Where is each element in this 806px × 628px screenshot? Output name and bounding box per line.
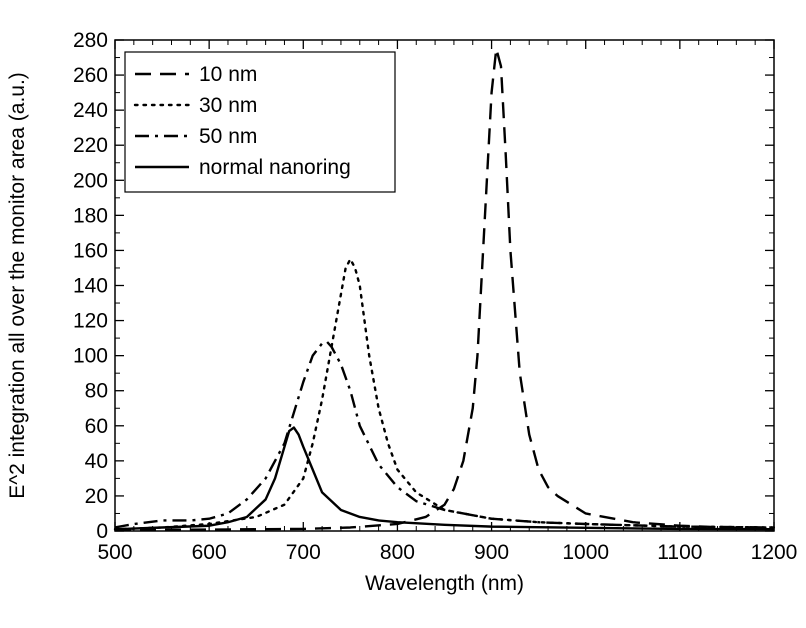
legend-label-0: 10 nm	[199, 63, 257, 86]
x-tick-label: 800	[380, 541, 415, 564]
x-tick-label: 500	[97, 541, 132, 564]
data-layer	[113, 47, 776, 532]
y-tick-label: 260	[73, 64, 108, 87]
series-line-3	[114, 426, 775, 531]
y-tick-label: 60	[85, 415, 108, 438]
legend-label-3: normal nanoring	[199, 156, 351, 179]
y-tick-label: 140	[73, 275, 108, 298]
legend: 10 nm 30 nm 50 nm normal nanoring	[124, 51, 396, 193]
x-tick-label: 700	[286, 541, 321, 564]
x-axis-label: Wavelength (nm)	[365, 572, 524, 595]
y-tick-label: 0	[96, 520, 108, 543]
y-tick-label: 20	[85, 485, 108, 508]
x-tick-label: 1000	[562, 541, 609, 564]
x-tick-label: 900	[474, 541, 509, 564]
series-line-1	[113, 258, 776, 531]
y-tick-label: 180	[73, 204, 108, 227]
y-tick-label: 160	[73, 239, 108, 262]
y-tick-label: 120	[73, 310, 108, 333]
y-axis-ticks: 0 20 40 60 80 100 120 140 160 180 200 220 240 260 280	[73, 29, 774, 543]
x-tick-label: 1100	[657, 541, 702, 564]
series-line-2	[114, 340, 775, 529]
x-tick-label: 600	[192, 541, 227, 564]
legend-box	[124, 51, 396, 193]
legend-label-2: 50 nm	[199, 125, 257, 148]
y-axis-label: E^2 integration all over the monitor are…	[6, 72, 29, 499]
x-tick-label: 1200	[751, 541, 798, 564]
y-tick-label: 240	[73, 99, 108, 122]
y-tick-label: 200	[73, 169, 108, 192]
y-tick-label: 220	[73, 134, 108, 157]
y-tick-label: 100	[73, 345, 108, 368]
y-tick-label: 80	[85, 380, 108, 403]
x-axis-ticks: 500 600 700 800 900 1000 1100 1200	[97, 40, 797, 564]
y-tick-label: 280	[73, 29, 108, 52]
y-tick-label: 40	[85, 450, 108, 473]
legend-label-1: 30 nm	[199, 94, 257, 117]
